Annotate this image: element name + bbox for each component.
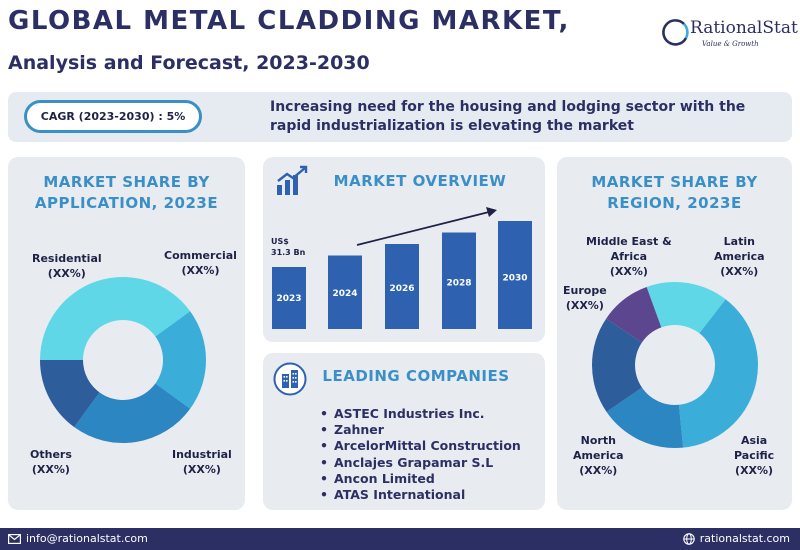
globe-icon (683, 532, 695, 545)
label-residential: Residential (XX%) (32, 252, 102, 280)
label-north-america: North America (XX%) (573, 434, 624, 477)
bar-2023 (272, 267, 306, 329)
mail-icon (8, 533, 21, 544)
list-item: ASTEC Industries Inc. (320, 406, 521, 422)
region-panel-title: MARKET SHARE BY REGION, 2023E (591, 173, 758, 212)
donut-slice-industrial (74, 383, 191, 443)
website-link[interactable]: rationalstat.com (699, 532, 790, 545)
list-item: ArcelorMittal Construction (320, 438, 521, 454)
logo-ring-icon (662, 19, 689, 46)
cagr-banner: CAGR (2023-2030) : 5% Increasing need fo… (8, 92, 792, 142)
bar-year-label: 2024 (332, 289, 357, 299)
bar-year-label: 2026 (389, 284, 414, 294)
label-latin-america: Latin America (XX%) (714, 235, 765, 278)
start-value-label: US$ 31.3 Bn (271, 237, 306, 257)
banner-text: Increasing need for the housing and lodg… (270, 99, 746, 134)
overview-panel-title: MARKET OVERVIEW (333, 172, 507, 190)
page-subtitle: Analysis and Forecast, 2023-2030 (8, 52, 370, 74)
email-link[interactable]: info@rationalstat.com (26, 532, 148, 545)
footer-email[interactable]: info@rationalstat.com (8, 532, 148, 545)
rationalstat-logo: RationalStat Value & Growth (660, 16, 798, 56)
bar-year-label: 2028 (446, 279, 471, 289)
label-others: Others (XX%) (30, 448, 72, 476)
bar-year-label: 2023 (276, 294, 301, 304)
donut-slice-residential (40, 277, 191, 360)
label-middle-east-africa: Middle East & Africa (XX%) (586, 235, 672, 278)
label-industrial: Industrial (XX%) (172, 448, 232, 476)
label-commercial: Commercial (XX%) (164, 249, 237, 277)
donut-slice-middle-east-africa (606, 287, 662, 343)
cagr-badge: CAGR (2023-2030) : 5% (24, 100, 202, 133)
buildings-icon (273, 362, 307, 396)
bar-2026 (385, 244, 419, 329)
region-panel (557, 157, 792, 510)
label-asia-pacific: Asia Pacific (XX%) (734, 434, 775, 477)
donut-slice-europe (592, 318, 642, 412)
donut-slice-others (40, 360, 100, 428)
list-item: Anclajes Grapamar S.L (320, 455, 521, 471)
growth-chart-icon (277, 165, 308, 195)
bar-2030 (498, 221, 532, 329)
application-panel-title: MARKET SHARE BY APPLICATION, 2023E (34, 173, 219, 212)
donut-slice-commercial (155, 311, 206, 409)
footer-website[interactable]: rationalstat.com (683, 532, 790, 545)
label-europe: Europe (XX%) (563, 284, 607, 312)
donut-slice-latin-america (646, 282, 726, 334)
growth-trend-arrowhead (486, 207, 497, 217)
companies-list: ASTEC Industries Inc. Zahner ArcelorMitt… (320, 406, 521, 503)
growth-trend-arrow (356, 210, 494, 246)
list-item: Ancon Limited (320, 471, 521, 487)
bar-2024 (328, 255, 362, 329)
donut-slice-north-america (606, 387, 684, 448)
logo-name: RationalStat (690, 18, 798, 38)
list-item: Zahner (320, 422, 521, 438)
bar-year-label: 2030 (502, 273, 527, 283)
list-item: ATAS International (320, 487, 521, 503)
footer-bar: info@rationalstat.com rationalstat.com (0, 528, 800, 550)
page-title: GLOBAL METAL CLADDING MARKET, (8, 6, 570, 36)
donut-slice-asia-pacific (678, 299, 758, 448)
companies-panel-title: LEADING COMPANIES (322, 367, 510, 385)
logo-tagline: Value & Growth (702, 40, 759, 48)
bar-2028 (442, 232, 476, 329)
